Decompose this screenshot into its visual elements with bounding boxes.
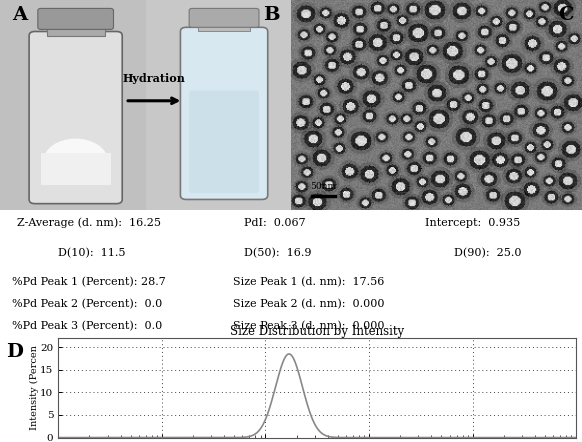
Text: C: C — [558, 6, 573, 24]
Text: B: B — [262, 6, 279, 24]
Text: Intercept:  0.935: Intercept: 0.935 — [425, 218, 520, 228]
Text: Size Peak 1 (d. nm):  17.56: Size Peak 1 (d. nm): 17.56 — [233, 277, 384, 287]
Text: Size Peak 3 (d. nm):  0.000: Size Peak 3 (d. nm): 0.000 — [233, 320, 384, 331]
Title: Size Distribution by Intensity: Size Distribution by Intensity — [230, 325, 404, 338]
Bar — [198, 25, 250, 31]
Y-axis label: Intensity (Percen: Intensity (Percen — [30, 345, 38, 431]
Bar — [0, 0, 146, 210]
Text: Z-Average (d. nm):  16.25: Z-Average (d. nm): 16.25 — [17, 218, 161, 229]
FancyBboxPatch shape — [189, 8, 259, 27]
FancyBboxPatch shape — [189, 91, 259, 193]
Text: D(90):  25.0: D(90): 25.0 — [454, 248, 521, 258]
FancyBboxPatch shape — [180, 27, 268, 199]
FancyBboxPatch shape — [38, 8, 113, 29]
Text: D(10):  11.5: D(10): 11.5 — [58, 248, 126, 258]
Text: Size Peak 2 (d. nm):  0.000: Size Peak 2 (d. nm): 0.000 — [233, 299, 384, 309]
Text: %Pd Peak 3 (Percent):  0.0: %Pd Peak 3 (Percent): 0.0 — [12, 320, 162, 331]
Text: PdI:  0.067: PdI: 0.067 — [244, 218, 306, 228]
Text: D: D — [6, 343, 23, 361]
Text: 50nm: 50nm — [310, 182, 336, 191]
Text: Hydration: Hydration — [123, 73, 186, 84]
Text: %Pd Peak 2 (Percent):  0.0: %Pd Peak 2 (Percent): 0.0 — [12, 299, 162, 309]
Bar — [41, 153, 111, 185]
Bar — [146, 0, 291, 210]
Text: %Pd Peak 1 (Percent): 28.7: %Pd Peak 1 (Percent): 28.7 — [12, 277, 165, 287]
Ellipse shape — [43, 139, 108, 185]
Text: A: A — [12, 6, 27, 24]
FancyBboxPatch shape — [29, 31, 122, 204]
Text: D(50):  16.9: D(50): 16.9 — [244, 248, 312, 258]
Bar — [47, 27, 105, 36]
